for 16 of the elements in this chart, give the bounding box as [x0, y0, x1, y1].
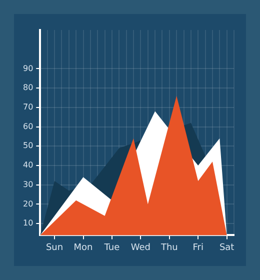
- x-tick-label: Tue: [103, 242, 120, 253]
- x-tick-label: Fri: [192, 242, 204, 253]
- y-tick-label: 40: [22, 160, 34, 170]
- y-tick-label: 60: [22, 122, 34, 131]
- y-tick-label: 50: [22, 141, 34, 150]
- y-tick-label: 10: [22, 218, 34, 228]
- x-tick-label: Mon: [74, 242, 93, 253]
- x-tick-label: Sat: [219, 242, 235, 253]
- x-tick-label: Wed: [130, 242, 150, 253]
- x-tick-label: Thu: [160, 242, 178, 253]
- y-tick-label: 20: [22, 199, 34, 208]
- y-tick-label: 30: [22, 180, 34, 189]
- y-tick-label: 80: [22, 83, 34, 92]
- y-tick-label: 90: [22, 64, 34, 73]
- y-tick-label: 70: [22, 102, 34, 112]
- x-tick-label: Sun: [46, 242, 64, 253]
